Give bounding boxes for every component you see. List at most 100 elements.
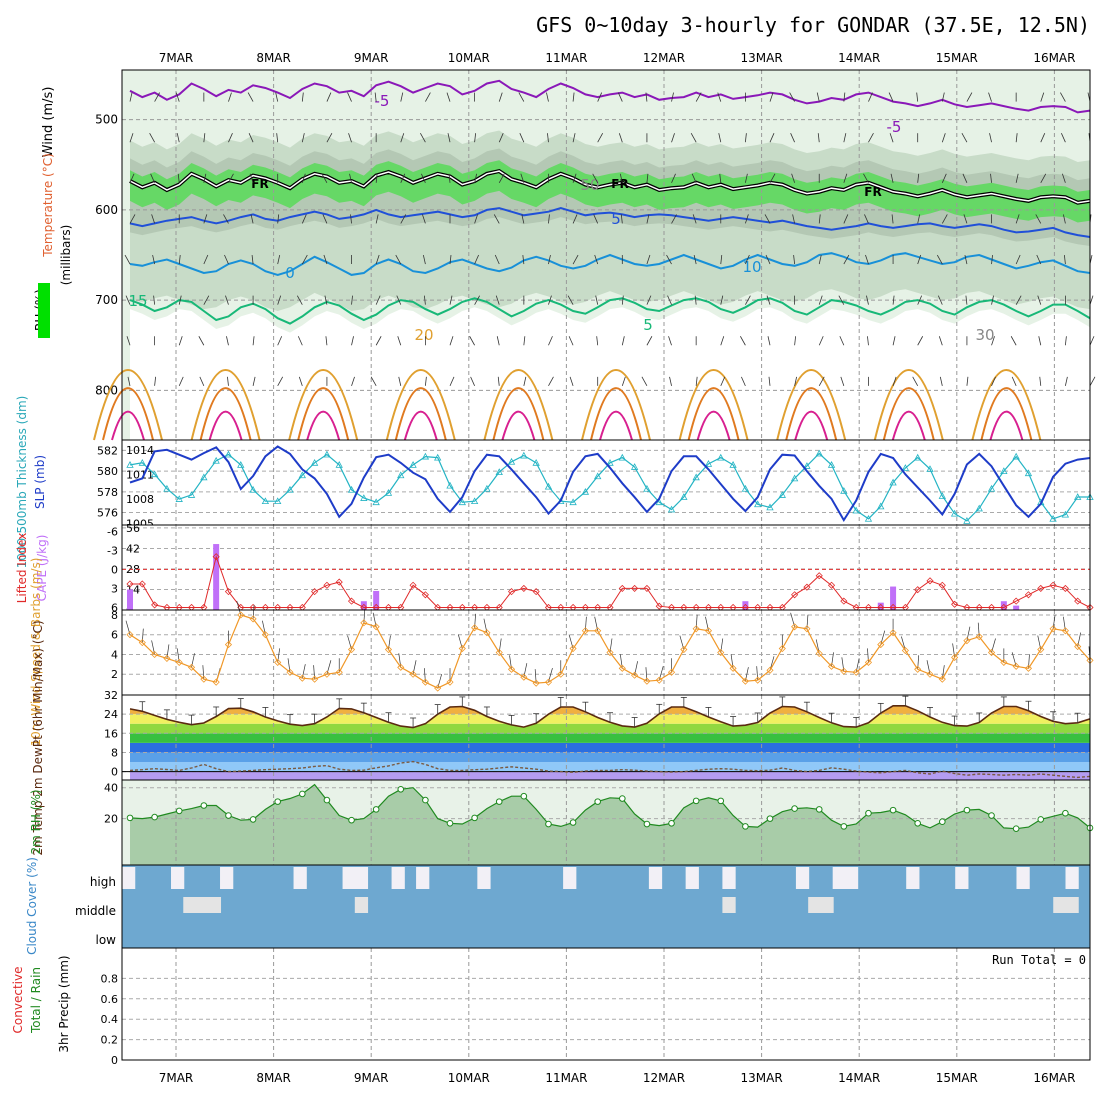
high-clear-cell	[844, 867, 859, 889]
precip-panel: 0 0.2 0.4 0.6 0.8 Run Total = 0	[101, 947, 1091, 1067]
wind-barb	[546, 92, 549, 102]
wind-marker	[507, 665, 516, 673]
wind-marker	[483, 629, 491, 637]
wind-barb	[966, 92, 973, 102]
top-date-label: 10MAR	[448, 51, 490, 65]
wind-barb	[791, 173, 795, 183]
wind-barb	[351, 295, 353, 305]
thickness-marker	[704, 460, 713, 467]
wind-barb	[890, 173, 894, 183]
temperature-contour	[980, 387, 1033, 441]
temp-2m-panel: 0 8 16 24 32	[104, 689, 1091, 781]
wind-barb	[375, 254, 380, 265]
wind-barb	[548, 295, 552, 305]
wind-barb	[618, 133, 623, 143]
cape-bar	[213, 544, 220, 610]
wind-barb	[868, 133, 874, 143]
wind-barb	[203, 254, 209, 265]
rh-marker	[225, 812, 232, 819]
temp-band	[130, 771, 1090, 780]
li-marker	[151, 601, 159, 609]
li-marker	[409, 581, 417, 589]
bottom-date-label: 16MAR	[1033, 1071, 1075, 1085]
axis-label-part: (millibars)	[59, 225, 73, 286]
wind-barb	[764, 214, 771, 224]
wind-marker	[1049, 625, 1057, 633]
wind-barb	[277, 336, 283, 346]
temperature-contour	[785, 387, 838, 441]
li-marker	[827, 581, 836, 589]
wind-barb	[449, 295, 453, 305]
wind-barb	[176, 133, 180, 143]
wind-barb	[843, 173, 848, 183]
high-clear-cell	[648, 867, 663, 889]
wind-barb	[720, 295, 724, 305]
temperature-contour	[208, 410, 243, 441]
wind-barb	[646, 214, 650, 224]
thickness-marker	[581, 487, 590, 495]
wind-marker	[951, 653, 959, 662]
cloud-level-label: low	[96, 933, 117, 947]
contour-label: 5	[611, 210, 621, 228]
cloud-fill	[122, 865, 1090, 948]
wind-barb	[572, 254, 579, 265]
wind-barb	[1061, 133, 1066, 143]
wind-barb	[916, 92, 919, 102]
thickness-marker	[987, 484, 996, 492]
rh-marker	[372, 806, 380, 813]
wind-marker	[446, 678, 454, 686]
temperature-contour	[492, 387, 545, 441]
wind-barb	[838, 295, 845, 305]
wind-marker	[347, 645, 356, 654]
wind-marker	[1074, 643, 1082, 651]
thickness-marker	[458, 498, 466, 506]
wind-barb	[1060, 92, 1066, 102]
temperature-contour	[385, 369, 456, 441]
thickness-marker	[643, 484, 651, 492]
wind-barb	[521, 214, 525, 224]
axis-label-part: Total / Rain	[29, 967, 43, 1034]
wind-barb	[276, 133, 279, 143]
rh-legend-swatch	[38, 283, 50, 338]
thickness-marker	[975, 504, 983, 512]
wind-barb	[646, 336, 653, 346]
thickness-marker	[138, 458, 146, 466]
wind-marker	[1061, 627, 1069, 635]
thickness-marker	[200, 473, 208, 481]
wind-barb	[251, 254, 254, 265]
wind-barb	[617, 92, 623, 102]
wind-barb	[620, 214, 623, 224]
thickness-marker	[483, 484, 491, 492]
cape-bar	[127, 589, 133, 610]
li-marker	[1012, 597, 1020, 605]
axis-label: 2m Temp 2m DewPt (6hr Min/Max) (°C)	[31, 620, 45, 855]
wind-barb	[592, 173, 599, 183]
wind-barb	[695, 376, 698, 386]
wind-barb	[154, 92, 160, 102]
wind-marker	[163, 654, 171, 662]
wind-barb	[621, 336, 625, 346]
wind-barb	[178, 376, 184, 387]
wind-barb	[228, 173, 234, 183]
y-tick-right: 56	[126, 522, 140, 535]
wind-barb	[1040, 173, 1047, 183]
bottom-date-label: 14MAR	[838, 1071, 880, 1085]
wind-barb	[1089, 336, 1095, 346]
middle-clear-cell	[207, 897, 222, 913]
wind-barb	[843, 133, 847, 143]
rh-marker	[175, 807, 183, 815]
wind-marker	[692, 625, 700, 633]
high-clear-cell	[722, 867, 736, 889]
wind-barb	[646, 173, 649, 183]
axis-label-part: Convective	[11, 967, 25, 1034]
wind-barb	[621, 295, 624, 305]
thickness-marker	[1012, 452, 1020, 460]
wind-barb	[1064, 336, 1067, 346]
wind-barb	[961, 133, 968, 143]
high-clear-cell	[171, 867, 185, 889]
y-tick-right: 1014	[126, 444, 154, 457]
wind-barb	[668, 336, 672, 346]
temperature-contour	[581, 369, 651, 441]
thickness-marker	[655, 498, 663, 506]
